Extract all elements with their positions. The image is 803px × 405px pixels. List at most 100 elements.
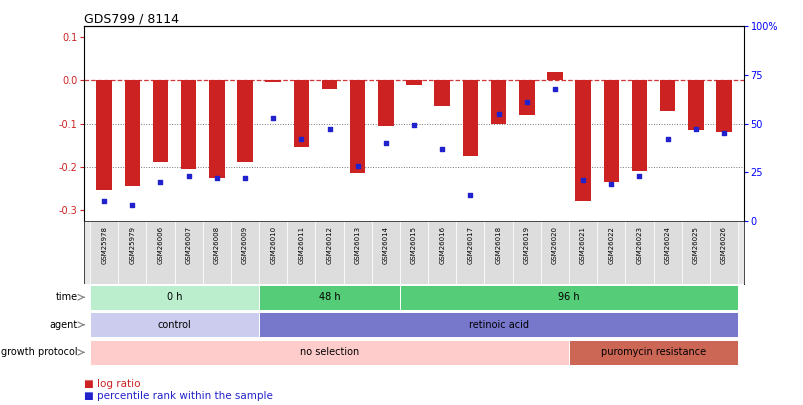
FancyBboxPatch shape: [287, 221, 315, 284]
FancyBboxPatch shape: [597, 221, 625, 284]
FancyBboxPatch shape: [315, 221, 343, 284]
Bar: [462, 80, 478, 156]
Text: GSM26015: GSM26015: [410, 226, 417, 264]
FancyBboxPatch shape: [90, 221, 118, 284]
FancyBboxPatch shape: [371, 221, 399, 284]
FancyBboxPatch shape: [202, 221, 230, 284]
Text: ■ log ratio: ■ log ratio: [84, 379, 141, 389]
FancyBboxPatch shape: [653, 221, 681, 284]
Point: [182, 173, 195, 179]
Text: GSM26011: GSM26011: [298, 226, 304, 264]
FancyBboxPatch shape: [259, 221, 287, 284]
Text: GSM25978: GSM25978: [101, 226, 107, 264]
Bar: [575, 80, 590, 201]
Point: [98, 198, 111, 205]
Text: GSM26006: GSM26006: [157, 226, 163, 264]
Bar: [293, 80, 308, 147]
Point: [491, 111, 504, 117]
FancyBboxPatch shape: [569, 340, 737, 365]
FancyBboxPatch shape: [90, 285, 259, 310]
Text: 0 h: 0 h: [166, 292, 182, 302]
FancyBboxPatch shape: [681, 221, 709, 284]
Text: ■ percentile rank within the sample: ■ percentile rank within the sample: [84, 392, 273, 401]
Point: [238, 175, 251, 181]
FancyBboxPatch shape: [230, 221, 259, 284]
Bar: [687, 80, 703, 130]
Text: GSM26009: GSM26009: [242, 226, 247, 264]
Point: [154, 179, 167, 185]
Text: GSM26025: GSM26025: [692, 226, 698, 264]
FancyBboxPatch shape: [118, 221, 146, 284]
Bar: [377, 80, 393, 126]
Point: [323, 126, 336, 132]
FancyBboxPatch shape: [569, 221, 597, 284]
Text: GSM26010: GSM26010: [270, 226, 276, 264]
Text: retinoic acid: retinoic acid: [468, 320, 528, 330]
FancyBboxPatch shape: [540, 221, 569, 284]
Point: [267, 115, 279, 121]
Point: [716, 130, 729, 136]
Text: GSM26007: GSM26007: [185, 226, 191, 264]
Bar: [237, 80, 252, 162]
FancyBboxPatch shape: [90, 312, 259, 337]
Text: GSM26022: GSM26022: [608, 226, 613, 264]
Text: puromycin resistance: puromycin resistance: [600, 347, 705, 357]
Text: GSM26012: GSM26012: [326, 226, 332, 264]
Point: [463, 192, 476, 199]
Point: [435, 145, 448, 152]
Bar: [209, 80, 224, 177]
Bar: [153, 80, 168, 162]
Bar: [519, 80, 534, 115]
Bar: [490, 80, 506, 124]
Point: [688, 126, 701, 132]
FancyBboxPatch shape: [512, 221, 540, 284]
Bar: [349, 80, 365, 173]
Text: GSM26008: GSM26008: [214, 226, 219, 264]
Text: control: control: [157, 320, 191, 330]
Text: GSM26021: GSM26021: [580, 226, 585, 264]
FancyBboxPatch shape: [625, 221, 653, 284]
Text: GSM26019: GSM26019: [523, 226, 529, 264]
Text: GSM26018: GSM26018: [495, 226, 501, 264]
Point: [520, 99, 532, 105]
FancyBboxPatch shape: [343, 221, 371, 284]
Text: GSM26024: GSM26024: [664, 226, 670, 264]
Text: GSM26014: GSM26014: [382, 226, 389, 264]
Bar: [547, 72, 562, 80]
FancyBboxPatch shape: [259, 312, 737, 337]
Point: [548, 85, 560, 92]
Point: [576, 177, 589, 183]
Bar: [124, 80, 140, 186]
FancyBboxPatch shape: [709, 221, 737, 284]
Point: [407, 122, 420, 129]
Point: [660, 136, 673, 142]
Point: [632, 173, 645, 179]
Text: 48 h: 48 h: [318, 292, 340, 302]
Point: [351, 163, 364, 170]
Bar: [406, 80, 422, 85]
Bar: [603, 80, 618, 182]
Text: GSM26020: GSM26020: [551, 226, 557, 264]
FancyBboxPatch shape: [399, 285, 737, 310]
Bar: [321, 80, 337, 89]
Text: GSM25979: GSM25979: [129, 226, 135, 264]
Text: GSM26016: GSM26016: [438, 226, 445, 264]
FancyBboxPatch shape: [456, 221, 484, 284]
FancyBboxPatch shape: [174, 221, 202, 284]
Text: growth protocol: growth protocol: [1, 347, 78, 357]
Bar: [181, 80, 196, 169]
Text: GSM26013: GSM26013: [354, 226, 361, 264]
Text: 96 h: 96 h: [557, 292, 579, 302]
Text: time: time: [55, 292, 78, 302]
FancyBboxPatch shape: [484, 221, 512, 284]
Bar: [659, 80, 675, 111]
Text: agent: agent: [50, 320, 78, 330]
FancyBboxPatch shape: [90, 340, 569, 365]
Text: no selection: no selection: [300, 347, 359, 357]
Bar: [715, 80, 731, 132]
Point: [295, 136, 308, 142]
Point: [604, 181, 617, 187]
Bar: [434, 80, 450, 106]
Bar: [631, 80, 646, 171]
Bar: [265, 80, 280, 83]
